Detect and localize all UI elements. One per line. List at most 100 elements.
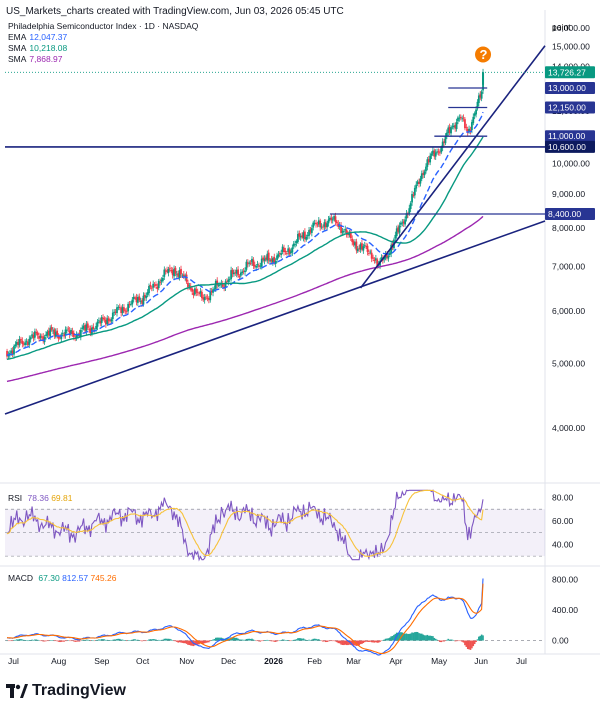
candle-body-307 (433, 150, 436, 157)
candle-body-182 (259, 265, 262, 267)
candle-body-247 (349, 232, 352, 239)
candle-body-23 (38, 336, 40, 339)
macd-hist-bar-209 (297, 638, 299, 641)
candle-body-0 (6, 350, 8, 357)
macd-hist-bar-84 (123, 640, 125, 641)
macd-hist-bar-128 (184, 640, 186, 644)
macd-hist-bar-267 (377, 640, 380, 643)
candle-body-57 (85, 324, 88, 332)
macd-hist-bar-163 (233, 637, 235, 641)
macd-hist-bar-120 (173, 640, 175, 642)
macd-hist-bar-275 (388, 637, 391, 641)
macd-hist-bar-76 (112, 639, 114, 641)
price-tick-label-7: 8,000.00 (552, 223, 585, 233)
macd-hist-bar-144 (206, 640, 209, 643)
macd-hist-bar-219 (311, 639, 313, 641)
candle-body-269 (380, 257, 383, 260)
candle-body-11 (21, 340, 24, 344)
macd-hist-bar-298 (420, 633, 423, 641)
macd-hist-bar-165 (235, 637, 238, 641)
macd-hist-bar-329 (464, 640, 466, 646)
macd-hist-bar-208 (295, 639, 298, 641)
candle-body-186 (265, 257, 267, 260)
macd-hist-bar-334 (471, 640, 473, 649)
macd-hist-bar-140 (201, 640, 203, 644)
candle-body-110 (159, 281, 162, 283)
candle-body-264 (373, 259, 376, 261)
candle-body-24 (39, 335, 42, 338)
candle-body-42 (64, 329, 67, 336)
macd-hist-bar-11 (21, 639, 24, 641)
macd-hist-bar-136 (195, 640, 198, 646)
candle-body-136 (195, 289, 198, 293)
candle-body-301 (425, 166, 427, 172)
macd-hist-bar-129 (185, 640, 188, 644)
macd-hist-bar-328 (462, 640, 465, 643)
candle-body-275 (388, 252, 391, 256)
macd-hist-bar-191 (272, 640, 274, 642)
candle-body-105 (152, 283, 155, 288)
question-annotation-text: ? (480, 47, 488, 62)
candle-body-304 (429, 155, 432, 163)
candle-body-56 (84, 325, 86, 331)
macd-hist-bar-51 (77, 640, 79, 642)
sma50-line (6, 136, 484, 360)
candle-body-106 (153, 284, 156, 286)
macd-hist-bar-309 (436, 639, 438, 641)
macd-hist-bar-178 (253, 640, 256, 641)
sma-legend-2: SMA 7,868.97 (8, 54, 198, 65)
macd-hist-bar-90 (131, 639, 134, 641)
candle-body-297 (419, 178, 422, 184)
candle-body-162 (231, 269, 234, 274)
macd-line (6, 578, 484, 656)
macd-hist-bar-222 (315, 638, 317, 641)
macd-hist-bar-177 (252, 639, 255, 641)
macd-hist-bar-297 (419, 633, 422, 641)
rsi-line (6, 489, 484, 562)
candle-body-286 (404, 219, 406, 225)
candle-body-96 (139, 300, 142, 302)
candle-body-18 (31, 334, 33, 337)
macd-hist-bar-98 (142, 640, 145, 642)
macd-hist-bar-244 (345, 640, 348, 646)
macd-hist-bar-216 (306, 640, 309, 641)
macd-hist-bar-315 (444, 640, 447, 642)
time-tick-label-1: Aug (51, 656, 66, 666)
axis-unit-label: point (552, 22, 571, 32)
candle-body-291 (411, 194, 413, 203)
candle-body-335 (472, 116, 475, 124)
price-tick-label-0: 16,000.00 (552, 23, 590, 33)
macd-hist-bar-286 (404, 633, 406, 641)
macd-hist-bar-186 (265, 640, 267, 641)
macd-hist-bar-32 (50, 640, 53, 641)
macd-hist-bar-54 (81, 640, 83, 641)
candle-body-172 (245, 261, 248, 270)
candle-body-66 (97, 320, 100, 322)
candle-body-21 (35, 332, 38, 334)
candle-body-29 (46, 331, 49, 336)
macd-hist-bar-245 (347, 640, 349, 646)
macd-hist-bar-0 (6, 640, 8, 642)
candle-body-111 (160, 279, 163, 282)
macd-hist-bar-246 (348, 640, 351, 645)
macd-hist-bar-66 (98, 639, 100, 641)
candle-body-245 (347, 234, 349, 236)
macd-hist-bar-71 (105, 639, 107, 641)
candle-body-266 (376, 259, 379, 267)
candle-body-143 (205, 296, 207, 298)
candle-body-205 (291, 247, 294, 253)
macd-hist-bar-183 (260, 640, 263, 642)
candle-body-320 (451, 126, 454, 128)
candle-body-234 (331, 219, 334, 221)
candle-body-240 (340, 224, 342, 233)
price-tick-label-8: 7,000.00 (552, 262, 585, 272)
macd-hist-bar-33 (52, 640, 54, 641)
candle-body-30 (47, 330, 50, 336)
macd-hist-bar-204 (290, 640, 292, 642)
candle-body-28 (45, 334, 47, 337)
macd-hist-bar-195 (277, 640, 280, 642)
candle-body-8 (17, 341, 20, 346)
sma1-label: SMA (8, 43, 27, 53)
candle-body-313 (441, 141, 444, 148)
